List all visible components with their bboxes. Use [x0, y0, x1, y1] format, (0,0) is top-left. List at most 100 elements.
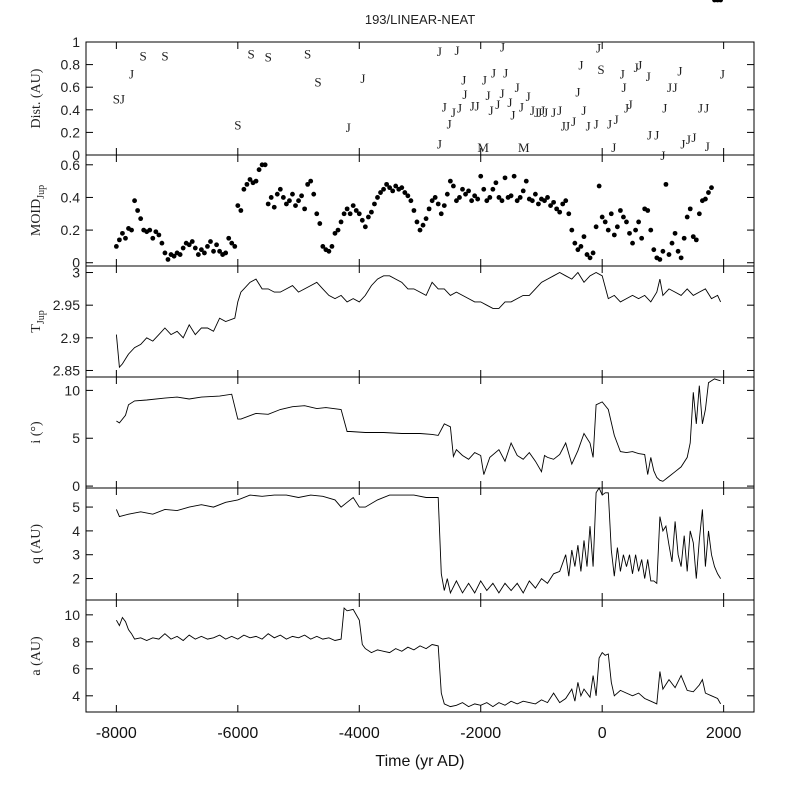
moid-point [548, 203, 553, 209]
encounter-marker: J [451, 105, 456, 120]
moid-point [123, 235, 128, 241]
y-tick-label: 0.4 [61, 102, 81, 118]
moid-point [447, 178, 453, 184]
panel-tjup: 2.85 2.9 2.95 3 TJup [29, 265, 755, 378]
moid-point [198, 247, 204, 253]
moid-point [636, 219, 642, 225]
moid-point [290, 191, 295, 197]
encounter-marker: J [437, 137, 442, 152]
encounter-marker: J [691, 130, 696, 145]
encounter-marker: J [461, 72, 466, 87]
series-line-tjup [115, 271, 722, 369]
encounter-marker: J [519, 99, 524, 114]
moid-point [630, 240, 635, 246]
moid-point [499, 198, 505, 204]
moid-point [375, 195, 380, 200]
moid-point [405, 193, 411, 199]
encounter-marker: J [530, 103, 535, 118]
moid-point [511, 173, 517, 179]
moid-point [611, 232, 617, 238]
y-tick-label: 0 [72, 478, 80, 494]
moid-point [208, 239, 213, 244]
encounter-marker: J [447, 116, 452, 131]
moid-point [703, 196, 708, 202]
moid-point [593, 224, 599, 230]
moid-point [247, 177, 253, 182]
moid-point [557, 209, 563, 215]
moid-point [481, 186, 487, 192]
encounter-marker: J [647, 128, 652, 143]
y-axis-label: MOIDJup [29, 185, 47, 236]
encounter-marker: J [537, 105, 542, 120]
encounter-marker: J [503, 66, 508, 81]
moid-point [566, 211, 572, 217]
series-line-incl [116, 378, 721, 482]
moid-point [265, 201, 271, 207]
moid-point [180, 245, 186, 251]
y-tick-label: 8 [72, 634, 80, 650]
moid-point [132, 198, 137, 204]
encounter-marker: J [551, 105, 556, 120]
moid-point [353, 208, 359, 213]
moid-point [171, 253, 177, 259]
moid-point [280, 195, 286, 200]
moid-point [308, 178, 314, 184]
y-tick-label: 0.6 [61, 157, 81, 173]
moid-point [369, 209, 374, 215]
moid-point [347, 211, 353, 217]
moid-point [602, 219, 608, 225]
panel-frame [85, 487, 755, 601]
encounter-marker: J [698, 101, 703, 116]
moid-point [256, 167, 262, 173]
moid-point [274, 191, 280, 197]
moid-point [672, 230, 678, 236]
moid-point [645, 208, 651, 213]
moid-point [633, 227, 638, 233]
moid-point [296, 198, 301, 204]
moid-point [690, 234, 696, 240]
moid-point [693, 237, 699, 243]
moid-point [302, 206, 308, 212]
moid-point [605, 227, 611, 233]
moid-point [268, 195, 274, 200]
y-tick-label: 3 [72, 265, 80, 281]
encounter-marker: J [622, 80, 627, 95]
moid-point [359, 217, 365, 223]
moid-point [578, 244, 584, 249]
moid-point [542, 198, 547, 204]
moid-point [429, 198, 435, 204]
series-line-q [115, 487, 721, 595]
moid-point [253, 178, 259, 184]
moid-point [621, 214, 626, 220]
encounter-marker: J [662, 101, 667, 116]
moid-point [117, 237, 122, 243]
encounter-marker: J [581, 103, 586, 118]
encounter-marker: J [457, 101, 462, 116]
moid-point [478, 173, 484, 179]
moid-point [287, 198, 292, 204]
moid-point [138, 216, 144, 222]
moid-point [329, 244, 335, 249]
encounter-marker: J [507, 95, 512, 110]
encounter-marker: J [475, 98, 480, 113]
y-axis-label: i (°) [29, 421, 44, 444]
moid-point [390, 188, 396, 194]
moid-point [444, 191, 450, 197]
encounter-marker: J [526, 89, 531, 104]
moid-point [205, 244, 210, 249]
moid-point [709, 185, 714, 191]
panel-q: 2 3 4 5 q (AU) [29, 487, 755, 601]
moid-point [150, 235, 156, 241]
x-tick-label: -8000 [96, 725, 137, 742]
moid-point [293, 203, 298, 209]
encounter-marker: J [129, 67, 134, 82]
moid-point [484, 198, 490, 204]
moid-point [362, 224, 368, 230]
moid-point [663, 181, 669, 187]
x-tick-label: -2000 [460, 725, 501, 742]
moid-point [590, 250, 596, 256]
encounter-marker: S [597, 62, 604, 77]
moid-point [387, 185, 393, 191]
moid-point [678, 255, 684, 261]
moid-point [350, 203, 356, 209]
